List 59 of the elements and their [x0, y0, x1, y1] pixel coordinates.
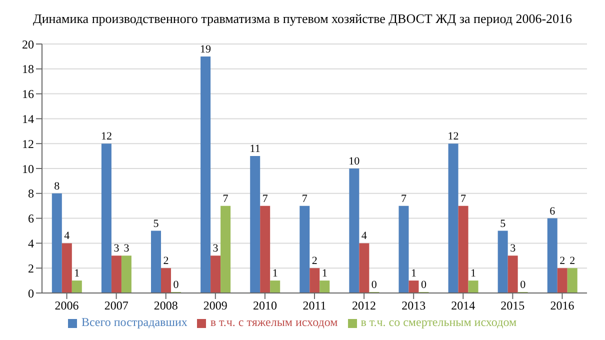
- y-tick-label: 2: [28, 261, 34, 276]
- data-label: 7: [262, 192, 268, 205]
- legend-label: Всего пострадавших: [81, 315, 188, 329]
- x-tick-label: 2010: [252, 298, 277, 313]
- data-label: 7: [302, 192, 308, 205]
- data-label: 2: [570, 255, 576, 268]
- y-tick-label: 14: [22, 112, 34, 126]
- data-label: 1: [272, 268, 278, 280]
- data-label: 0: [371, 279, 378, 291]
- data-label: 2: [312, 255, 318, 268]
- y-tick-label: 4: [28, 236, 34, 250]
- data-label: 4: [361, 230, 368, 242]
- x-tick-label: 2007: [104, 298, 128, 313]
- y-tick-label: 6: [28, 212, 34, 226]
- y-tick-label: 10: [22, 162, 34, 176]
- x-tick-label: 2008: [154, 298, 178, 313]
- y-tick-label: 20: [22, 37, 34, 52]
- y-tick-label: 8: [28, 186, 34, 201]
- x-tick-label: 2012: [352, 298, 376, 313]
- data-label: 0: [520, 279, 526, 291]
- data-label: 7: [400, 192, 407, 205]
- y-tick-label: 0: [28, 286, 34, 300]
- data-label: 1: [470, 268, 476, 280]
- data-label: 19: [200, 43, 212, 56]
- data-label: 3: [212, 242, 219, 255]
- data-label: 2: [560, 255, 566, 268]
- data-label: 3: [124, 242, 130, 255]
- data-label: 12: [100, 130, 112, 143]
- data-label: 0: [173, 279, 180, 291]
- data-label: 3: [510, 242, 516, 255]
- legend-label: в т.ч. со смертельным исходом: [360, 315, 517, 329]
- x-tick-label: 2011: [302, 298, 326, 313]
- x-tick-label: 2014: [451, 298, 476, 313]
- data-label: 7: [222, 192, 229, 205]
- data-label: 4: [64, 230, 70, 242]
- data-label: 3: [114, 242, 120, 255]
- y-tick-label: 16: [22, 87, 34, 102]
- data-label: 0: [420, 279, 427, 291]
- chart-title: Динамика производственного травматизма в путевом хозяйстве ДВОСТ ЖД за период 2006-2016: [32, 10, 574, 28]
- data-label: 6: [550, 205, 556, 218]
- data-label: 1: [410, 268, 416, 280]
- data-label: 10: [348, 156, 360, 168]
- y-tick-label: 18: [22, 62, 34, 76]
- x-tick-label: 2016: [550, 298, 574, 313]
- data-label: 5: [500, 218, 506, 230]
- data-label: 7: [460, 192, 467, 205]
- data-label: 1: [74, 268, 80, 280]
- y-tick-label: 12: [22, 136, 34, 151]
- data-label: 12: [448, 130, 459, 143]
- x-tick-label: 2006: [54, 298, 79, 313]
- legend-label: в т.ч. с тяжелым исходом: [210, 315, 338, 329]
- data-label: 1: [322, 268, 328, 280]
- x-tick-label: 2013: [402, 298, 426, 313]
- data-label: 5: [153, 218, 160, 230]
- x-tick-label: 2015: [500, 298, 525, 313]
- data-label: 11: [250, 143, 260, 156]
- x-tick-label: 2009: [203, 298, 228, 313]
- data-label: 8: [54, 180, 60, 192]
- data-label: 2: [163, 255, 169, 268]
